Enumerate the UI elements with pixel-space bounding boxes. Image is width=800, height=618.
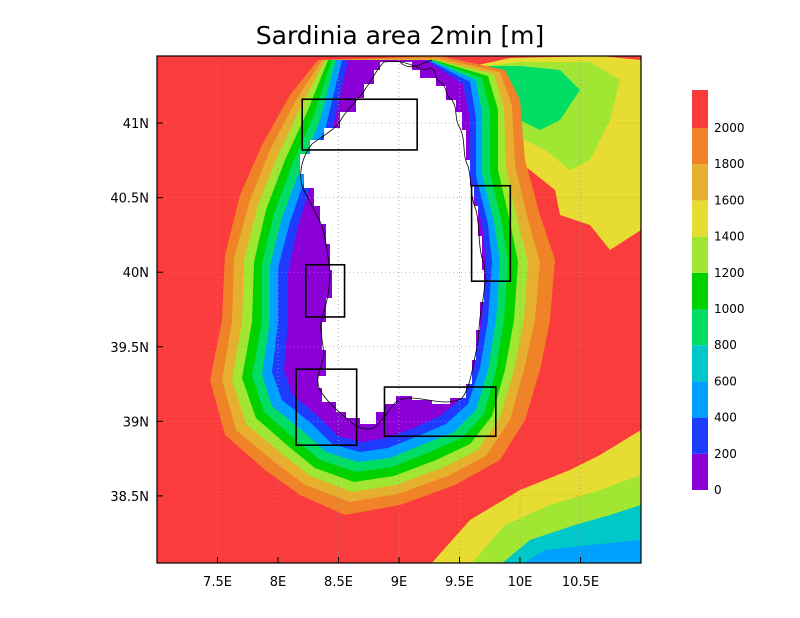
y-tick-label: 41N (123, 117, 149, 132)
y-tick-label: 39N (123, 415, 149, 430)
gridlines (157, 56, 641, 563)
colorbar-swatch (692, 164, 708, 201)
map-title: Sardinia area 2min [m] (256, 21, 544, 50)
colorbar-swatch (692, 453, 708, 490)
colorbar-swatch (692, 272, 708, 310)
colorbar-swatch (692, 200, 708, 237)
domain-boxes (295, 98, 512, 446)
x-tick-label: 10.5E (562, 575, 599, 590)
domain-box (470, 184, 512, 282)
colorbar-label: 1200 (714, 266, 745, 280)
colorbar-swatch (692, 381, 708, 418)
corsica-coastline (399, 59, 433, 68)
colorbar-swatch (692, 345, 708, 382)
x-tick-label: 9E (391, 575, 408, 590)
colorbar-swatch (692, 236, 708, 273)
colorbar-label: 1400 (714, 230, 745, 244)
colorbar-swatch (692, 309, 708, 346)
island-land (300, 62, 484, 424)
y-tick-label: 40.5N (110, 192, 149, 207)
x-tick-label: 7.5E (203, 575, 232, 590)
colorbar-label: 1800 (714, 157, 745, 171)
colorbar: 0 200 400 600 800 1000 1200 1400 1600 1800 2000 (692, 90, 745, 497)
domain-box (301, 98, 418, 151)
colorbar-swatch (692, 128, 708, 165)
colorbar-label: 800 (714, 338, 737, 352)
domain-box (383, 386, 497, 438)
domain-box (295, 368, 358, 446)
map-plot-area (157, 56, 641, 563)
x-axis: 7.5E 8E 8.5E 9E 9.5E 10E 10.5E (203, 557, 599, 590)
plateau-500 (523, 540, 641, 563)
colorbar-label: 2000 (714, 121, 745, 135)
x-tick-label: 8.5E (324, 575, 353, 590)
x-tick-label: 8E (270, 575, 287, 590)
colorbar-label: 200 (714, 447, 737, 461)
y-tick-label: 39.5N (110, 341, 149, 356)
colorbar-swatch (692, 90, 708, 129)
colorbar-label: 600 (714, 374, 737, 388)
coastline (300, 60, 486, 430)
colorbar-label: 1600 (714, 193, 745, 207)
x-tick-label: 9.5E (445, 575, 474, 590)
y-axis: 38.5N 39N 39.5N 40N 40.5N 41N (110, 117, 163, 505)
colorbar-label: 0 (714, 483, 722, 497)
colorbar-label: 1000 (714, 302, 745, 316)
domain-box (305, 263, 346, 318)
colorbar-label: 400 (714, 411, 737, 425)
y-tick-label: 38.5N (110, 490, 149, 505)
colorbar-swatch (692, 417, 708, 454)
x-tick-label: 10E (508, 575, 533, 590)
y-tick-label: 40N (123, 266, 149, 281)
